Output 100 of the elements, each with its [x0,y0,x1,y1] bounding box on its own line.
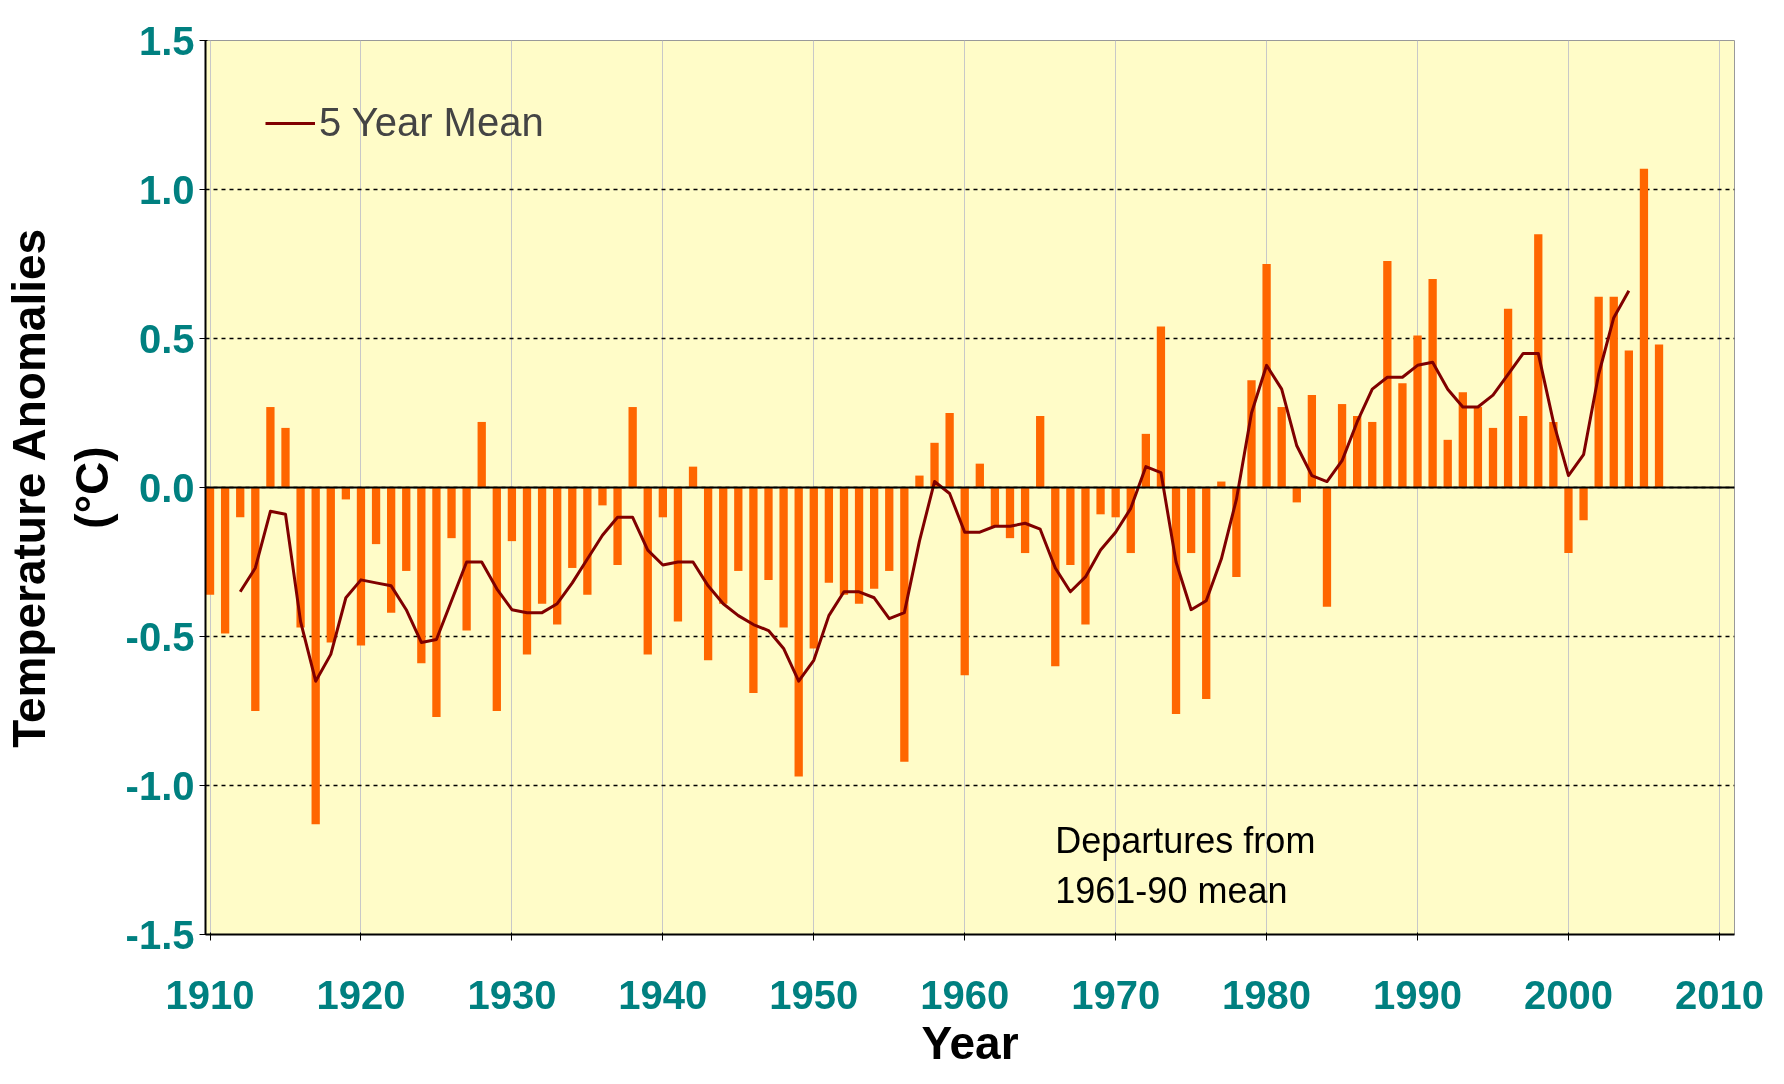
bar [1202,487,1211,700]
bar [356,487,366,646]
x-tick-label: 1990 [1373,972,1463,1017]
bar [553,487,562,625]
bar [824,487,834,583]
bar [658,487,667,518]
x-tick-label: 1930 [467,972,557,1017]
bar [975,463,984,488]
bar [371,487,381,545]
bar [1443,439,1452,488]
bar [522,487,532,655]
bar [462,487,471,631]
x-tick-label: 1950 [769,972,859,1017]
bar [1519,415,1528,488]
bar [1081,487,1090,625]
x-tick-label: 2000 [1523,972,1613,1017]
bar [1458,392,1467,488]
bar [734,487,743,571]
bar [447,487,456,539]
x-tick-label: 1940 [618,972,708,1017]
bar [1036,415,1045,488]
bar [1156,326,1166,488]
bar [1051,487,1060,667]
bar [568,487,577,568]
line-series [238,289,1631,683]
bar [915,475,924,488]
bar [1020,487,1030,554]
bar [432,487,441,717]
bar [613,487,622,565]
x-tick-label: 1960 [920,972,1010,1017]
legend-label: 5 Year Mean [319,100,544,145]
y-tick-label: -1.0 [125,763,195,808]
bar [1111,487,1120,518]
bar [1277,407,1286,488]
y-axis-title: Temperature Anomalies (°C) [3,228,118,748]
bar [1186,487,1196,554]
bar [507,487,517,542]
bar [236,487,245,518]
bar [628,407,637,488]
bar [1368,421,1377,488]
bar [220,487,230,634]
bar [945,413,954,488]
bar [1488,427,1498,488]
bar [1383,261,1392,488]
bar [930,442,939,488]
bar [900,487,909,762]
bar [1654,344,1664,488]
y-tick-label: -1.5 [125,912,195,957]
bar [643,487,652,655]
y-tick-label: 0.0 [138,465,195,510]
bar [1579,487,1588,521]
bar [492,487,501,711]
bar [1473,407,1483,488]
bar [387,487,396,613]
bar [960,487,969,676]
bar [1262,264,1271,488]
x-tick-label: 1970 [1071,972,1161,1017]
bar [296,487,305,628]
bar [885,487,894,571]
bar [1624,350,1633,488]
bar [1096,487,1105,515]
bar [839,487,849,595]
x-tick-label: 1980 [1222,972,1312,1017]
bar [794,487,803,777]
x-tick-label: 1910 [165,972,255,1017]
bar [688,466,698,488]
bar [1639,168,1649,488]
bar [1398,383,1407,488]
bar [703,487,713,661]
x-tick-label: 1920 [316,972,406,1017]
bar [1534,234,1543,488]
bar [809,487,818,649]
bar [1503,308,1513,488]
bar [779,487,788,628]
bar [870,487,879,589]
bar [402,487,411,571]
bar [311,487,320,825]
bar [1066,487,1075,565]
bar [749,487,758,694]
bar [764,487,773,580]
bar [673,487,683,622]
bar [1564,487,1573,554]
x-axis-title: Year [921,1016,1019,1069]
bar [1322,487,1332,607]
bar [1413,335,1422,488]
annotation: Departures from 1961-90 mean [1055,820,1316,911]
bar [583,487,592,595]
bar [1609,296,1618,488]
bar [719,487,728,604]
bar [537,487,547,604]
bar [477,421,486,488]
bar [251,487,260,711]
bar [1549,421,1558,488]
bar [854,487,864,604]
bar [1307,395,1317,488]
x-tick-label: 2010 [1674,972,1764,1017]
bar [326,487,335,643]
y-tick-label: 0.5 [138,316,195,361]
bar [266,407,275,488]
bar [990,487,1000,527]
